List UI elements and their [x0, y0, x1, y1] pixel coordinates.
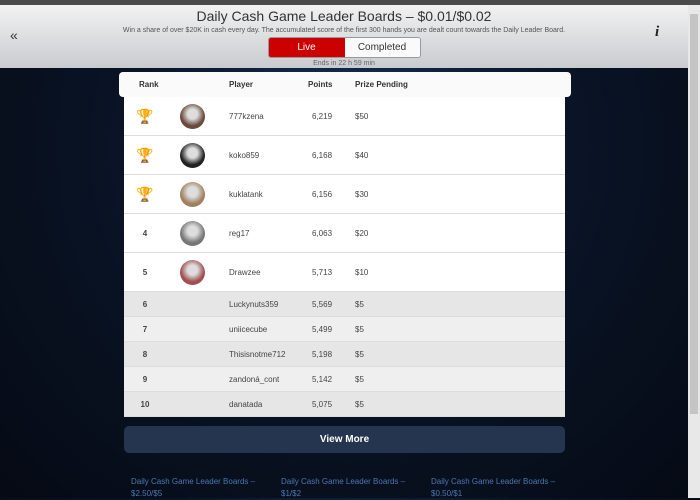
prize: $20: [355, 229, 369, 238]
prize: $40: [355, 151, 369, 160]
player-name: reg17: [229, 229, 250, 238]
prize: $5: [355, 400, 364, 409]
silver-trophy-icon: 🏆: [136, 147, 154, 163]
page-title: Daily Cash Game Leader Boards – $0.01/$0…: [196, 8, 492, 24]
link-leaderboard-2-50[interactable]: Daily Cash Game Leader Boards – $2.50/$5: [131, 477, 256, 498]
col-player: Player: [229, 80, 254, 89]
page-subtitle: Win a share of over $20K in cash every d…: [122, 27, 566, 34]
player-name: zandoná_cont: [229, 375, 280, 384]
points: 5,142: [312, 375, 333, 384]
double-chevron-left-icon[interactable]: «: [10, 27, 18, 43]
avatar: [180, 104, 205, 129]
table-header: Rank Player Points Prize Pending: [119, 72, 571, 97]
avatar: [180, 260, 205, 285]
points: 5,569: [312, 300, 333, 309]
link-leaderboard-1-2[interactable]: Daily Cash Game Leader Boards – $1/$2: [281, 477, 406, 498]
player-name: Thisisnotme712: [229, 350, 286, 359]
rank: 4: [142, 229, 148, 238]
table-row[interactable]: 7 uniicecube 5,499 $5: [124, 317, 565, 342]
prize: $30: [355, 190, 369, 199]
rank: 5: [142, 268, 148, 277]
points: 6,219: [312, 112, 333, 121]
prize: $5: [355, 375, 364, 384]
points: 6,063: [312, 229, 333, 238]
tab-toggle: Live Completed: [267, 37, 421, 58]
prize: $5: [355, 325, 364, 334]
player-name: Drawzee: [229, 268, 261, 277]
table-row[interactable]: 6 Luckynuts359 5,569 $5: [124, 292, 565, 317]
top-bar: [0, 0, 700, 5]
bronze-trophy-icon: 🏆: [136, 186, 154, 202]
leaderboard-rows: 🏆 777kzena 6,219 $50 🏆 koko859 6,168 $40 🏆 kuklat…: [124, 97, 565, 417]
avatar: [180, 221, 205, 246]
table-row[interactable]: 🏆 777kzena 6,219 $50: [124, 97, 565, 136]
col-points: Points: [308, 80, 333, 89]
prize: $5: [355, 350, 364, 359]
prize: $10: [355, 268, 369, 277]
table-row[interactable]: 9 zandoná_cont 5,142 $5: [124, 367, 565, 392]
points: 5,713: [312, 268, 333, 277]
player-name: uniicecube: [229, 325, 268, 334]
table-row[interactable]: 10 danatada 5,075 $5: [124, 392, 565, 417]
table-row[interactable]: 5 Drawzee 5,713 $10: [124, 253, 565, 292]
points: 5,075: [312, 400, 333, 409]
info-icon[interactable]: i: [655, 24, 660, 40]
rank: 7: [142, 325, 148, 334]
points: 5,198: [312, 350, 333, 359]
player-name: koko859: [229, 151, 260, 160]
avatar: [180, 143, 205, 168]
player-name: Luckynuts359: [229, 300, 279, 309]
gold-trophy-icon: 🏆: [136, 108, 154, 124]
rank: 6: [142, 300, 148, 309]
points: 6,156: [312, 190, 333, 199]
table-row[interactable]: 8 Thisisnotme712 5,198 $5: [124, 342, 565, 367]
rank: 8: [142, 350, 148, 359]
col-rank: Rank: [139, 80, 159, 89]
table-row[interactable]: 4 reg17 6,063 $20: [124, 214, 565, 253]
link-leaderboard-0-50[interactable]: Daily Cash Game Leader Boards – $0.50/$1: [431, 477, 556, 498]
ends-timer: Ends in 22 h 59 min: [313, 60, 375, 67]
rank: 10: [140, 400, 150, 409]
table-row[interactable]: 🏆 kuklatank 6,156 $30: [124, 175, 565, 214]
prize: $50: [355, 112, 369, 121]
prize: $5: [355, 300, 364, 309]
header: Daily Cash Game Leader Boards – $0.01/$0…: [0, 5, 688, 68]
view-more-button[interactable]: View More: [124, 426, 565, 453]
tab-live[interactable]: Live: [268, 38, 345, 57]
col-prize: Prize Pending: [355, 80, 408, 89]
table-row[interactable]: 🏆 koko859 6,168 $40: [124, 136, 565, 175]
player-name: danatada: [229, 400, 263, 409]
scrollbar-thumb[interactable]: [690, 14, 698, 414]
player-name: 777kzena: [229, 112, 264, 121]
points: 6,168: [312, 151, 333, 160]
tab-completed[interactable]: Completed: [344, 38, 420, 57]
rank: 9: [142, 375, 148, 384]
avatar: [180, 182, 205, 207]
points: 5,499: [312, 325, 333, 334]
player-name: kuklatank: [229, 190, 263, 199]
